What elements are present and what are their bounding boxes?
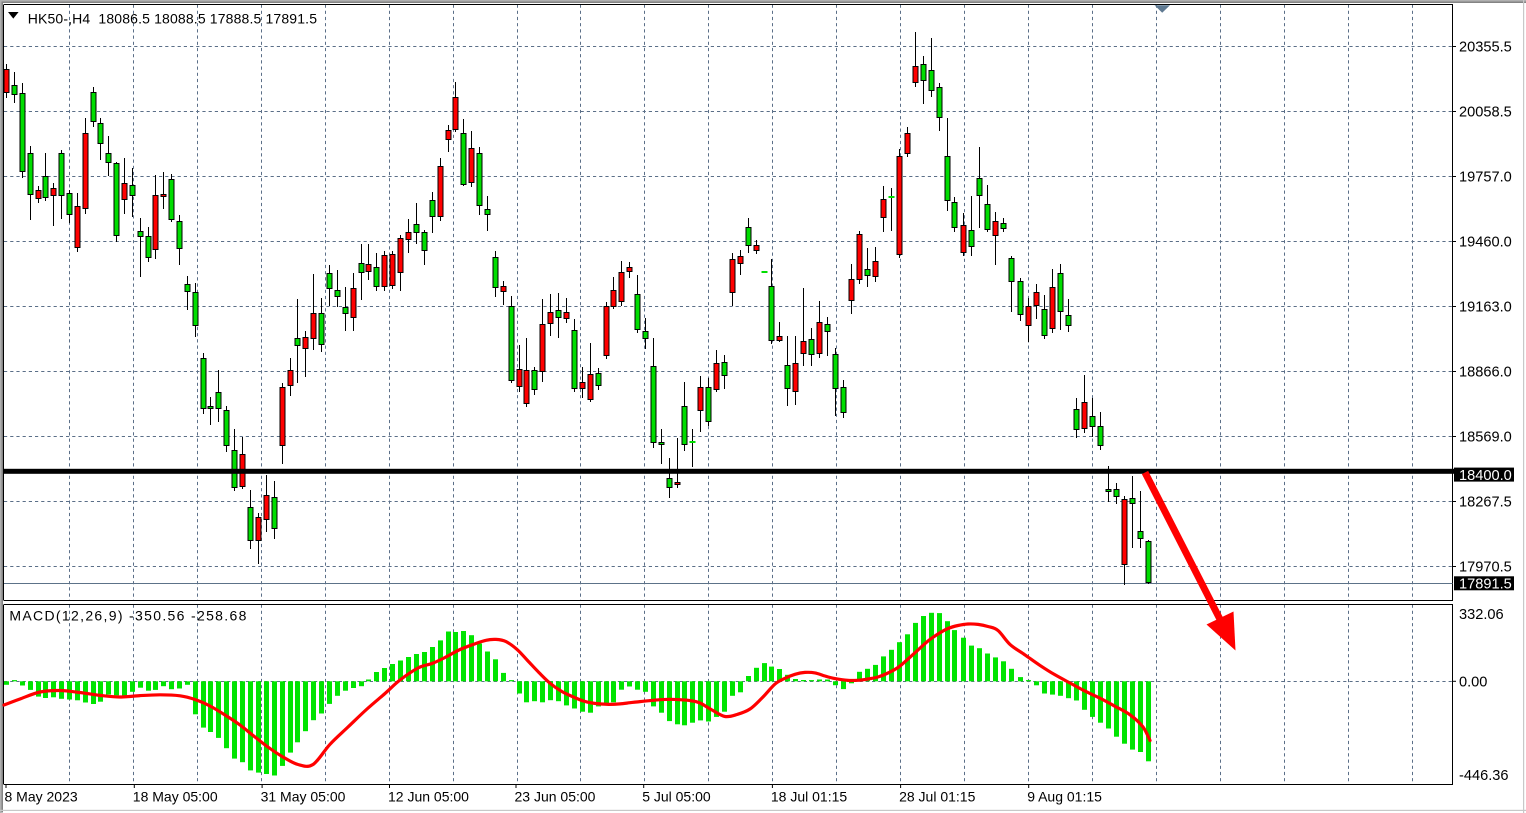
- svg-text:28 Jul 01:15: 28 Jul 01:15: [899, 789, 975, 805]
- svg-text:18267.5: 18267.5: [1459, 495, 1512, 511]
- svg-text:18569.0: 18569.0: [1459, 430, 1512, 446]
- svg-text:19163.0: 19163.0: [1459, 300, 1512, 316]
- svg-text:-446.36: -446.36: [1459, 768, 1509, 784]
- svg-text:0.00: 0.00: [1459, 675, 1487, 691]
- svg-text:18400.0: 18400.0: [1459, 468, 1512, 484]
- svg-text:8 May 2023: 8 May 2023: [5, 789, 78, 805]
- svg-text:19460.0: 19460.0: [1459, 235, 1512, 251]
- svg-text:31 May 05:00: 31 May 05:00: [261, 789, 346, 805]
- svg-text:19757.0: 19757.0: [1459, 170, 1512, 186]
- svg-text:9 Aug 01:15: 9 Aug 01:15: [1027, 789, 1102, 805]
- svg-text:18866.0: 18866.0: [1459, 365, 1512, 381]
- svg-text:18 Jul 01:15: 18 Jul 01:15: [771, 789, 847, 805]
- svg-text:23 Jun 05:00: 23 Jun 05:00: [515, 789, 596, 805]
- svg-text:18 May 05:00: 18 May 05:00: [133, 789, 218, 805]
- svg-text:5 Jul 05:00: 5 Jul 05:00: [642, 789, 711, 805]
- svg-text:332.06: 332.06: [1459, 607, 1504, 623]
- svg-text:17891.5: 17891.5: [1459, 577, 1512, 593]
- svg-text:HK50-,H4 18086.5 18088.5 1788: HK50-,H4 18086.5 18088.5 17888.5 17891.5: [28, 10, 318, 26]
- svg-text:17970.5: 17970.5: [1459, 560, 1512, 576]
- svg-text:20355.5: 20355.5: [1459, 40, 1512, 56]
- svg-text:20058.5: 20058.5: [1459, 105, 1512, 121]
- svg-text:12 Jun 05:00: 12 Jun 05:00: [388, 789, 469, 805]
